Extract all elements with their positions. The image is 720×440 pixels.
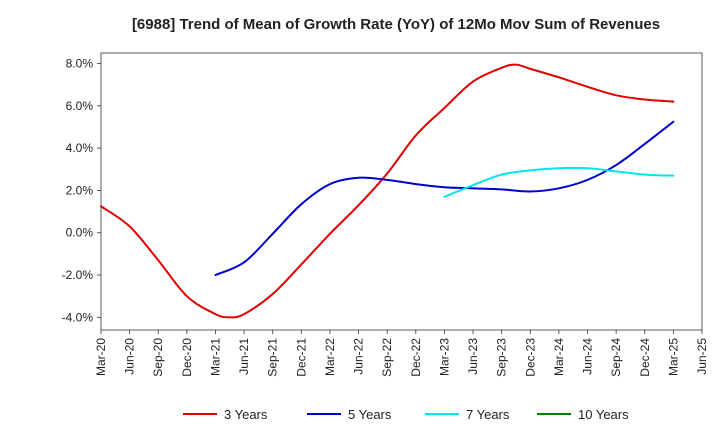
x-tick-label: Mar-22 <box>323 338 337 376</box>
x-tick-label: Sep-21 <box>266 338 280 377</box>
y-tick-label: -2.0% <box>62 268 94 282</box>
x-tick-label: Dec-22 <box>409 338 423 377</box>
x-tick-label: Dec-21 <box>294 338 308 377</box>
series-group <box>100 63 675 319</box>
y-tick-label: 8.0% <box>66 57 94 71</box>
x-tick-label: Jun-23 <box>466 338 480 375</box>
legend-label-7-years: 7 Years <box>466 407 510 422</box>
x-tick-label: Sep-20 <box>151 338 165 377</box>
y-axis: -4.0% -2.0% 0.0% 2.0% 4.0% 6.0% 8.0% <box>62 57 101 324</box>
legend-label-5-years: 5 Years <box>348 407 392 422</box>
legend: 3 Years 5 Years 7 Years 10 Years <box>183 407 629 422</box>
y-tick-label: 4.0% <box>66 141 94 155</box>
plot-area <box>100 52 703 331</box>
x-tick-label: Mar-21 <box>208 338 222 376</box>
x-tick-label: Sep-24 <box>609 338 623 377</box>
x-tick-label: Jun-20 <box>123 338 137 375</box>
legend-label-3-years: 3 Years <box>224 407 268 422</box>
y-tick-label: -4.0% <box>62 310 94 324</box>
x-tick-label: Mar-25 <box>666 338 680 376</box>
x-tick-label: Mar-20 <box>94 338 108 376</box>
x-tick-label: Jun-25 <box>695 338 709 375</box>
series-line-3-years <box>100 63 675 319</box>
x-tick-label: Jun-21 <box>237 338 251 375</box>
y-tick-label: 6.0% <box>66 99 94 113</box>
x-tick-label: Jun-22 <box>352 338 366 375</box>
x-tick-label: Dec-20 <box>180 338 194 377</box>
y-tick-label: 2.0% <box>66 183 94 197</box>
legend-label-10-years: 10 Years <box>578 407 629 422</box>
x-tick-label: Dec-23 <box>523 338 537 377</box>
series-line-5-years <box>214 120 675 277</box>
x-tick-label: Jun-24 <box>581 338 595 375</box>
chart-title: [6988] Trend of Mean of Growth Rate (YoY… <box>132 16 660 33</box>
plot-frame <box>100 52 703 331</box>
x-tick-label: Sep-23 <box>495 338 509 377</box>
x-axis: Mar-20 Jun-20 Sep-20 Dec-20 Mar-21 Jun-21 Sep-… <box>94 330 709 377</box>
x-tick-label: Dec-24 <box>638 338 652 377</box>
plot-background <box>101 53 702 330</box>
series-line-7-years <box>443 166 675 198</box>
x-tick-label: Sep-22 <box>380 338 394 377</box>
y-tick-label: 0.0% <box>66 226 94 240</box>
x-tick-label: Mar-24 <box>552 338 566 376</box>
x-tick-label: Mar-23 <box>437 338 451 376</box>
